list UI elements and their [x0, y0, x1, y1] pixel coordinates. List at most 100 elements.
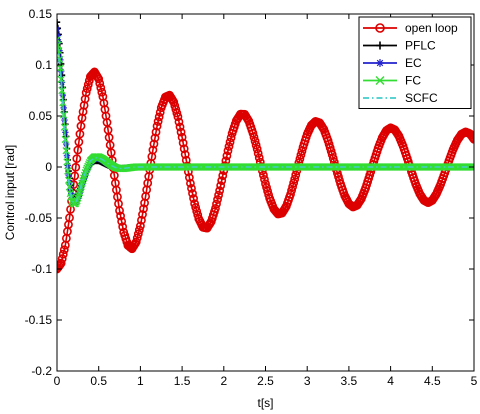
data-point — [153, 117, 163, 126]
data-point — [188, 189, 197, 198]
data-point — [57, 254, 67, 264]
data-point — [58, 249, 68, 259]
legend-item: SCFC — [363, 91, 438, 105]
data-point — [65, 213, 74, 223]
data-point — [186, 178, 195, 188]
data-point — [180, 150, 190, 159]
x-tick-label: 0 — [54, 374, 61, 388]
data-point — [289, 178, 299, 188]
data-point — [70, 171, 80, 181]
data-point — [248, 128, 258, 138]
legend-item: EC — [363, 56, 422, 70]
legend-label: SCFC — [405, 91, 438, 105]
y-tick-label: 0.05 — [29, 109, 53, 123]
data-point — [135, 221, 145, 231]
data-point — [62, 146, 70, 155]
data-point — [290, 174, 300, 184]
legend-box — [358, 16, 472, 109]
data-point — [184, 173, 194, 182]
data-point — [178, 138, 188, 148]
legend: open loop PFLC EC FC SCFC — [358, 16, 472, 109]
data-point — [84, 160, 93, 169]
data-point — [212, 199, 221, 209]
data-point — [74, 137, 84, 147]
y-tick-label: 0 — [45, 160, 52, 174]
data-point — [66, 205, 75, 214]
data-point — [95, 78, 105, 88]
data-point — [57, 32, 62, 39]
data-point — [288, 182, 298, 192]
data-point — [259, 170, 268, 180]
data-point — [137, 215, 146, 225]
data-point — [134, 225, 144, 235]
data-point — [148, 145, 158, 155]
data-point — [133, 229, 143, 239]
legend-marker — [375, 23, 385, 33]
data-point — [115, 206, 124, 216]
data-point — [116, 211, 125, 221]
data-point — [190, 199, 200, 209]
data-point — [260, 175, 269, 184]
series-layer — [57, 18, 474, 274]
y-tick-label: -0.15 — [25, 313, 53, 327]
data-point — [211, 204, 220, 213]
data-point — [59, 245, 69, 255]
y-axis-label: Control input [rad] — [3, 145, 17, 240]
data-point — [71, 162, 81, 172]
legend-marker — [376, 59, 384, 67]
data-point — [467, 132, 474, 141]
data-point — [328, 154, 338, 163]
data-point — [132, 233, 142, 243]
legend-label: FC — [405, 74, 421, 88]
data-point — [251, 140, 261, 150]
data-point — [83, 164, 91, 172]
data-point — [224, 142, 234, 151]
data-point — [82, 166, 90, 174]
legend-item: PFLC — [363, 39, 436, 53]
data-point — [215, 186, 225, 196]
data-point — [57, 35, 61, 44]
x-tick-label: 3.5 — [341, 374, 358, 388]
data-point — [131, 237, 141, 247]
data-point — [151, 127, 161, 137]
data-point — [252, 144, 262, 154]
legend-label: open loop — [405, 21, 458, 35]
data-point — [470, 163, 474, 171]
data-point — [82, 84, 92, 94]
x-tick-label: 0.5 — [90, 374, 107, 388]
data-point — [139, 204, 148, 214]
data-point — [291, 170, 301, 180]
data-point — [65, 183, 74, 191]
x-tick-label: 1 — [137, 374, 144, 388]
data-point — [75, 129, 85, 139]
legend-label: PFLC — [405, 39, 436, 53]
data-point — [176, 127, 186, 137]
data-point — [177, 132, 187, 142]
data-point — [254, 153, 264, 163]
x-tick-label: 3 — [304, 374, 311, 388]
data-point — [149, 139, 159, 149]
y-tick-label: -0.1 — [31, 262, 52, 276]
data-point — [57, 41, 62, 49]
data-point — [150, 133, 160, 143]
data-point — [97, 87, 107, 97]
data-point — [216, 181, 226, 191]
data-point — [172, 108, 182, 118]
data-point — [214, 190, 223, 200]
series-line — [57, 44, 474, 204]
data-point — [72, 154, 82, 164]
data-point — [57, 75, 65, 83]
data-point — [222, 151, 232, 161]
legend-item: open loop — [363, 21, 458, 35]
x-tick-label: 5 — [471, 374, 478, 388]
y-tick-label: -0.2 — [31, 364, 52, 378]
data-point — [217, 176, 227, 186]
data-point — [117, 217, 127, 226]
data-point — [94, 74, 104, 84]
data-point — [187, 183, 196, 193]
data-point — [249, 132, 259, 142]
data-point — [287, 186, 296, 195]
x-tick-label: 2.5 — [257, 374, 274, 388]
x-tick-label: 2 — [220, 374, 227, 388]
